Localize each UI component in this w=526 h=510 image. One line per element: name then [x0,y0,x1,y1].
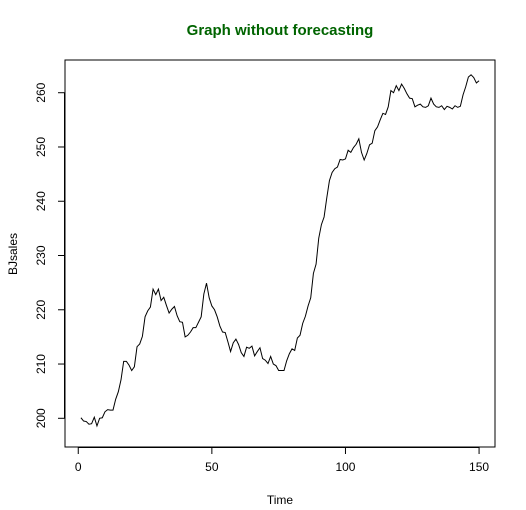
y-tick-label: 200 [34,408,48,428]
bjsales-series-line [80,74,480,428]
y-tick-label: 250 [34,137,48,157]
chart-title: Graph without forecasting [187,22,374,39]
x-axis-label: Time [267,493,294,507]
plot-frame [64,59,496,448]
x-tick-label: 0 [75,460,82,474]
y-tick-label: 220 [34,299,48,319]
y-tick-label: 210 [34,354,48,374]
y-tick-label: 230 [34,245,48,265]
x-tick-label: 50 [205,460,219,474]
y-axis: 200 210 220 230 240 250 260 [34,82,65,428]
x-axis: 0 50 100 150 [75,447,489,474]
x-tick-label: 150 [469,460,489,474]
x-tick-label: 100 [335,460,355,474]
y-tick-label: 240 [34,191,48,211]
y-axis-label: BJsales [6,233,20,275]
y-tick-label: 260 [34,82,48,102]
